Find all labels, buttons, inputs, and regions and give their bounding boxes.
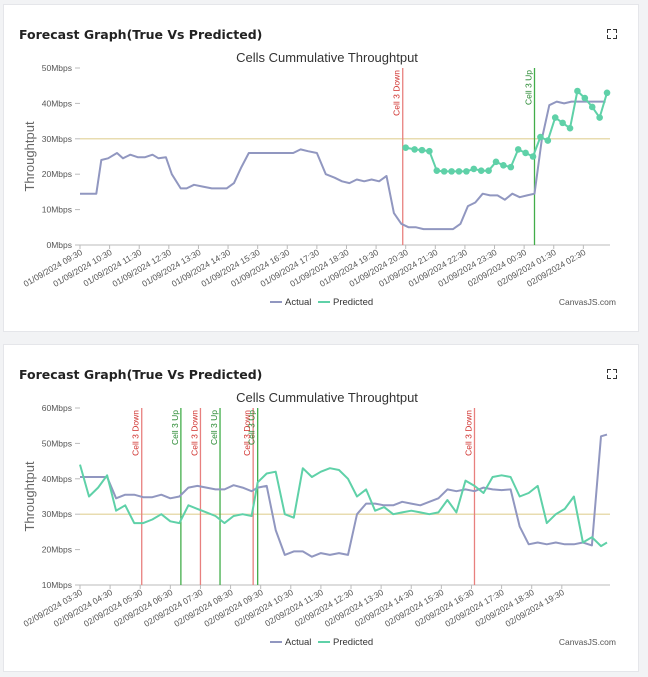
y-axis-title: Throughtput (22, 461, 37, 531)
data-point (544, 137, 552, 144)
event-marker-label: Cell 3 Up (170, 410, 180, 445)
data-point (574, 87, 581, 95)
y-axis-title: Throughtput (22, 121, 37, 191)
event-marker-label: Cell 3 Down (463, 410, 473, 456)
throughput-chart: Cells Cummulative Throughtput Throughtput… (22, 50, 616, 308)
data-point (470, 165, 478, 173)
y-tick-label: 40Mbps (42, 474, 72, 484)
data-point (537, 133, 544, 141)
y-tick-label: 10Mbps (42, 205, 72, 215)
data-point (418, 146, 426, 154)
expand-icon[interactable] (607, 29, 617, 39)
y-tick-label: 40Mbps (42, 98, 72, 108)
data-point (426, 147, 433, 155)
event-marker-label: Cell 3 Down (189, 410, 199, 456)
y-tick-label: 10Mbps (42, 580, 72, 590)
legend-label: Actual (285, 637, 311, 648)
data-point (477, 167, 485, 174)
data-point (603, 89, 611, 97)
data-point (596, 114, 603, 121)
data-point (581, 94, 589, 102)
data-point (402, 144, 409, 151)
y-tick-label: 0Mbps (46, 240, 72, 250)
chart-title: Cells Cummulative Throughtput (236, 390, 418, 405)
event-marker-label: Cell 3 Up (523, 70, 533, 105)
legend-label: Actual (285, 297, 311, 308)
card-title: Forecast Graph(True Vs Predicted) (19, 367, 263, 382)
data-point (514, 146, 522, 153)
data-point (500, 162, 507, 169)
data-point (433, 167, 441, 174)
data-point (455, 168, 463, 175)
series-line-actual (80, 433, 608, 558)
data-point (507, 163, 515, 171)
series-line-predicted (405, 90, 608, 173)
expand-icon[interactable] (607, 369, 617, 379)
legend-label: Predicted (333, 297, 373, 308)
data-point (411, 146, 418, 153)
canvasjs-credit: CanvasJS.com (559, 637, 616, 647)
event-marker-label: Cell 3 Down (242, 410, 252, 456)
card-title: Forecast Graph(True Vs Predicted) (19, 27, 263, 42)
y-tick-label: 60Mbps (42, 403, 72, 413)
data-point (485, 167, 492, 174)
y-tick-label: 20Mbps (42, 545, 72, 555)
data-point (463, 168, 470, 175)
data-point (588, 103, 596, 111)
event-marker-label: Cell 3 Down (131, 410, 141, 456)
data-point (440, 168, 448, 175)
event-marker-label: Cell 3 Up (209, 410, 219, 445)
event-marker-label: Cell 3 Down (392, 70, 402, 116)
series-line-predicted (79, 464, 608, 548)
data-point (559, 119, 566, 127)
y-tick-label: 30Mbps (42, 134, 72, 144)
data-point (551, 114, 559, 121)
chart-title: Cells Cummulative Throughtput (236, 50, 418, 65)
data-point (529, 153, 537, 160)
data-point (492, 158, 500, 166)
y-tick-label: 50Mbps (42, 438, 72, 448)
y-tick-label: 20Mbps (42, 169, 72, 179)
data-point (448, 168, 455, 175)
data-point (522, 149, 529, 157)
throughput-chart: Cells Cummulative Throughtput Throughtput… (22, 390, 616, 648)
series-line-actual (80, 100, 606, 231)
data-point (566, 124, 574, 132)
y-tick-label: 30Mbps (42, 509, 72, 519)
forecast-card-2: Forecast Graph(True Vs Predicted) Cells … (3, 344, 639, 672)
legend-label: Predicted (333, 637, 373, 648)
event-marker-label: Cell 3 Up (247, 410, 257, 445)
forecast-card-1: Forecast Graph(True Vs Predicted) Cells … (3, 4, 639, 332)
canvasjs-credit: CanvasJS.com (559, 297, 616, 307)
y-tick-label: 50Mbps (42, 63, 72, 73)
